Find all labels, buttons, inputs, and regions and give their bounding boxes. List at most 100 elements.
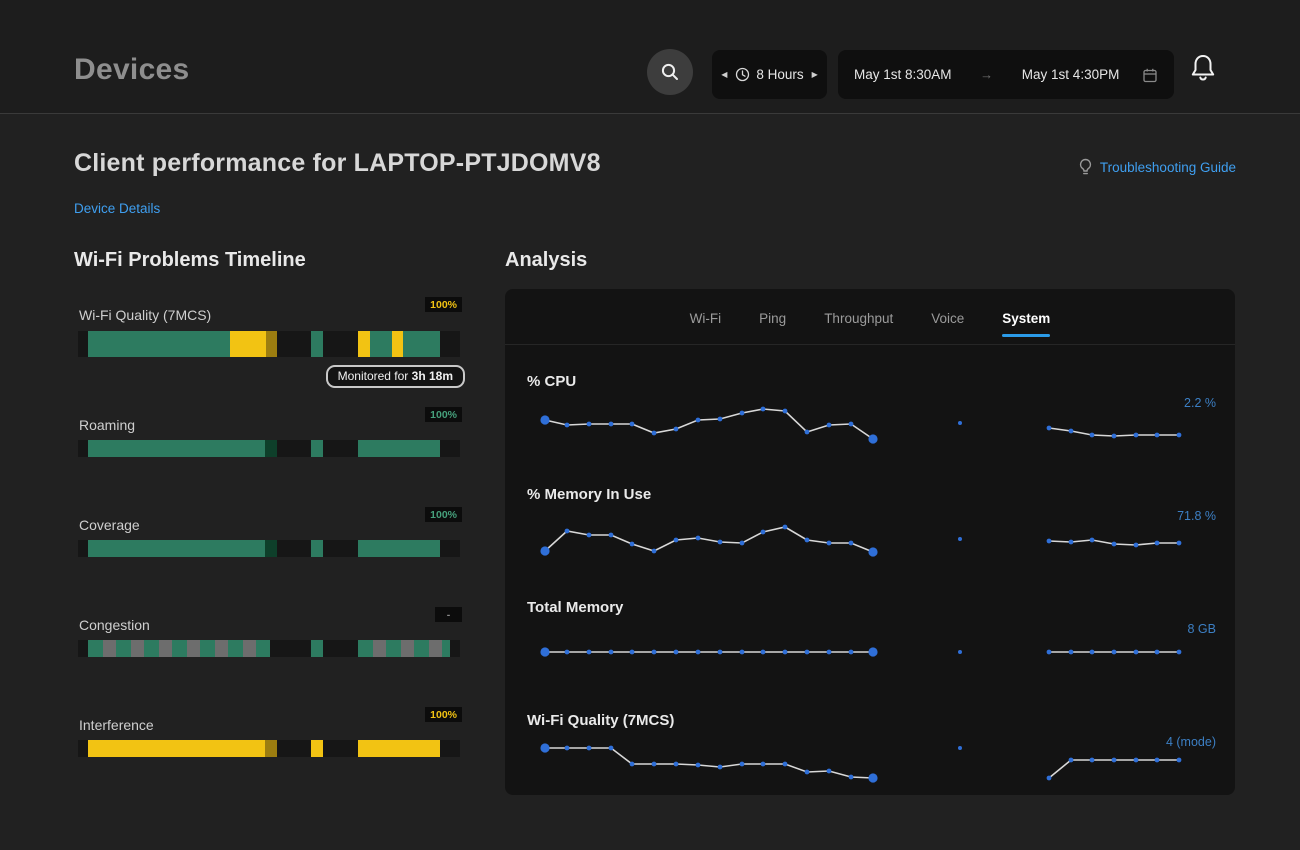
chart-data-point xyxy=(1046,538,1052,544)
chart-data-point xyxy=(1176,432,1182,438)
tab-ping[interactable]: Ping xyxy=(759,311,786,344)
tab-system[interactable]: System xyxy=(1002,311,1051,344)
timeline-bar[interactable] xyxy=(78,740,460,757)
timeline-bar[interactable] xyxy=(78,440,460,457)
chart-line-recent xyxy=(1048,759,1179,779)
device-details-link[interactable]: Device Details xyxy=(74,201,161,216)
chart-data-point xyxy=(1111,433,1117,439)
chart-data-point xyxy=(782,408,788,414)
chart-data-point xyxy=(1154,432,1160,438)
timeline-segment-green xyxy=(369,331,392,357)
chart-data-point xyxy=(804,649,810,655)
timeline-row-label: Interference xyxy=(79,717,154,733)
chart-data-point xyxy=(868,647,878,657)
score-badge: 100% xyxy=(425,707,462,722)
chart-memory-in-use: % Memory In Use 71.8 % xyxy=(517,472,1223,585)
chart-data-point xyxy=(826,422,832,428)
score-badge: 100% xyxy=(425,407,462,422)
timeline-row-wi-fi-quality-7mcs: 100% Wi-Fi Quality (7MCS) Monitored for 3h… xyxy=(74,297,465,392)
chart-data-point xyxy=(1089,432,1095,438)
date-range-end: May 1st 4:30PM xyxy=(1021,67,1120,82)
chart-line-main xyxy=(545,747,874,779)
chart-data-point xyxy=(1089,649,1095,655)
chart-data-point xyxy=(826,649,832,655)
chart-plot-area[interactable] xyxy=(517,508,1222,570)
timeline-row-label: Roaming xyxy=(79,417,136,433)
chart-data-point xyxy=(782,649,788,655)
chart-plot-area[interactable] xyxy=(517,734,1222,796)
timeline-segment-green xyxy=(87,540,265,557)
score-badge: - xyxy=(435,607,462,622)
chart-data-point xyxy=(760,529,766,535)
chart-plot-area[interactable] xyxy=(517,395,1222,457)
chart-data-point xyxy=(651,430,657,436)
time-range-control[interactable]: ◀ 8 Hours ▶ xyxy=(712,50,827,99)
timeline-segment-green xyxy=(358,540,441,557)
chart-data-point xyxy=(651,649,657,655)
chevron-right-icon[interactable]: ▶ xyxy=(811,70,818,79)
chart-data-point xyxy=(673,537,679,543)
timeline-segment-striped xyxy=(358,640,451,657)
timeline-row-roaming: 100% Roaming xyxy=(74,407,462,502)
chart-data-point xyxy=(1089,757,1095,763)
chart-data-point xyxy=(868,773,878,783)
chart-data-point xyxy=(958,537,962,541)
chart-data-point xyxy=(564,528,570,534)
chart-data-point xyxy=(540,415,550,425)
chart-data-point xyxy=(782,761,788,767)
monitored-tooltip: Monitored for 3h 18m xyxy=(325,365,465,388)
chart-current-value: 71.8 % xyxy=(1177,509,1216,523)
chart-data-point xyxy=(958,650,962,654)
top-bar: Devices ◀ 8 Hours ▶ May 1st 8:30AM → May… xyxy=(0,0,1300,114)
chart-data-point xyxy=(1068,757,1074,763)
notifications-button[interactable] xyxy=(1188,52,1218,86)
chart-data-point xyxy=(826,768,832,774)
chart-data-point xyxy=(739,649,745,655)
date-range-control[interactable]: May 1st 8:30AM → May 1st 4:30PM xyxy=(838,50,1174,99)
chart-data-point xyxy=(804,537,810,543)
chart-data-point xyxy=(1176,649,1182,655)
timeline-row-coverage: 100% Coverage xyxy=(74,507,462,602)
tab-voice[interactable]: Voice xyxy=(931,311,964,344)
chart-data-point xyxy=(826,540,832,546)
chevron-left-icon[interactable]: ◀ xyxy=(721,70,728,79)
active-tab-underline xyxy=(824,334,893,337)
chart-data-point xyxy=(717,416,723,422)
chart-wifi-quality-7mcs: Wi-Fi Quality (7MCS) 4 (mode) xyxy=(517,698,1223,811)
clock-icon xyxy=(736,67,750,82)
timeline-segment-green xyxy=(311,440,323,457)
chart-data-point xyxy=(564,422,570,428)
timeline-bar[interactable] xyxy=(78,331,460,357)
timeline-segment-striped xyxy=(87,640,271,657)
troubleshooting-guide-link[interactable]: Troubleshooting Guide xyxy=(1078,158,1236,177)
search-button[interactable] xyxy=(647,49,693,95)
chart-data-point xyxy=(673,761,679,767)
chart-data-point xyxy=(739,761,745,767)
tab-label: Voice xyxy=(931,311,965,326)
chart-data-point xyxy=(695,762,701,768)
timeline-bar[interactable] xyxy=(78,640,460,657)
tab-wi-fi[interactable]: Wi-Fi xyxy=(690,311,721,344)
chart-plot-area[interactable] xyxy=(517,621,1222,683)
timeline-segment-green xyxy=(87,331,231,357)
timeline-bar[interactable] xyxy=(78,540,460,557)
timeline-segment-yellow xyxy=(311,740,323,757)
chart-data-point xyxy=(608,649,614,655)
chart-data-point xyxy=(695,535,701,541)
timeline-segment-olive xyxy=(264,740,278,757)
chart-data-point xyxy=(1154,757,1160,763)
timeline-segment-yellow xyxy=(87,740,265,757)
tab-label: System xyxy=(1002,311,1051,326)
tab-label: Ping xyxy=(759,311,787,326)
timeline-segment-dark_green xyxy=(264,540,278,557)
chart-data-point xyxy=(868,434,878,444)
chart-data-point xyxy=(673,426,679,432)
chart-data-point xyxy=(1111,757,1117,763)
timeline-row-label: Congestion xyxy=(79,617,150,633)
chart-data-point xyxy=(1133,757,1139,763)
chart-data-point xyxy=(717,539,723,545)
timeline-segment-green xyxy=(311,640,323,657)
chart-data-point xyxy=(1111,541,1117,547)
tab-throughput[interactable]: Throughput xyxy=(824,311,893,344)
timeline-segment-yellow xyxy=(392,331,404,357)
